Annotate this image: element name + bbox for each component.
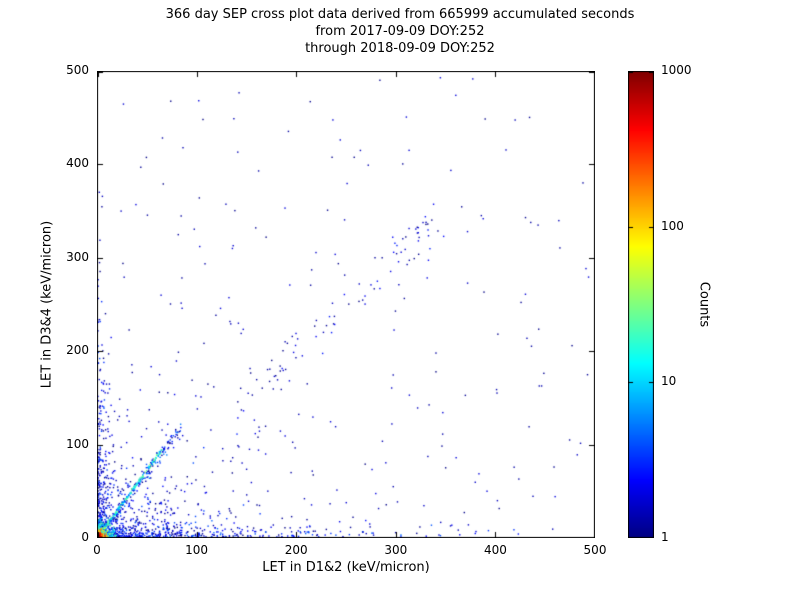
colorbar-tick-label: 10 bbox=[661, 374, 677, 389]
chart-title-line-1: 366 day SEP cross plot data derived from… bbox=[165, 7, 635, 22]
chart-title-line-2: from 2017-09-09 DOY:252 bbox=[315, 24, 485, 39]
x-tick-label: 0 bbox=[93, 543, 101, 557]
x-tick-label: 400 bbox=[483, 543, 507, 557]
x-tick-label: 300 bbox=[384, 543, 408, 557]
y-tick-label: 200 bbox=[66, 343, 89, 358]
y-tick-label: 0 bbox=[81, 530, 89, 544]
colorbar-tick-label: 1000 bbox=[661, 63, 692, 77]
colorbar-tick-label: 100 bbox=[661, 218, 684, 233]
y-tick-label: 100 bbox=[66, 436, 89, 451]
y-tick-label: 300 bbox=[66, 249, 89, 264]
colorbar-tick-label: 1 bbox=[661, 530, 669, 544]
x-tick-label: 500 bbox=[583, 543, 607, 557]
x-tick-label: 100 bbox=[185, 543, 209, 557]
y-tick-label: 400 bbox=[66, 156, 89, 171]
colorbar-title: Counts bbox=[696, 281, 712, 328]
chart-title-line-3: through 2018-09-09 DOY:252 bbox=[305, 41, 495, 56]
scatter-plot-canvas bbox=[97, 71, 595, 538]
y-tick-label: 500 bbox=[66, 63, 89, 77]
colorbar-gradient bbox=[628, 71, 654, 538]
x-tick-label: 200 bbox=[284, 543, 308, 557]
y-axis-label: LET in D3&4 (keV/micron) bbox=[39, 220, 55, 389]
x-axis-label: LET in D1&2 (keV/micron) bbox=[262, 560, 430, 575]
